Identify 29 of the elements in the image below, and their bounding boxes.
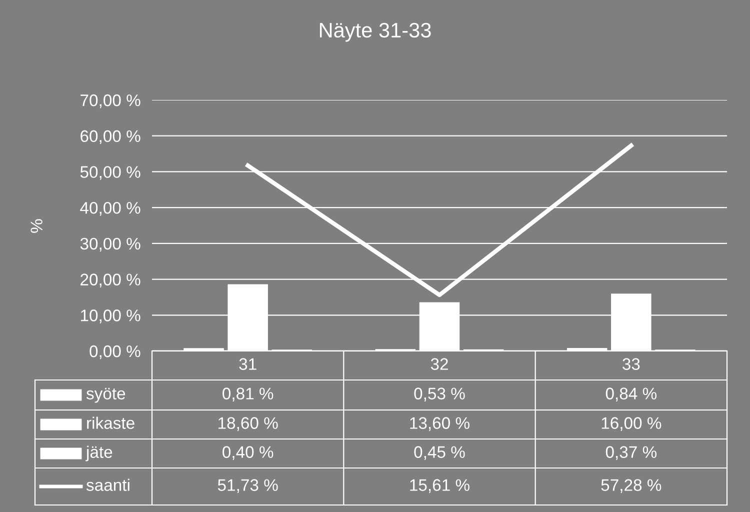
y-tick-label: 60,00 % [80, 130, 140, 144]
y-tick-label: 70,00 % [80, 94, 140, 108]
y-tick-label: 20,00 % [80, 274, 140, 288]
y-tick-label: 40,00 % [80, 202, 140, 216]
x-tick-label: 33 [622, 358, 640, 370]
data-label: 16,00 % [602, 417, 662, 431]
data-label: 51,73 % [218, 479, 278, 493]
y-axis-title: % [30, 219, 42, 233]
x-tick-label: 31 [239, 358, 256, 370]
legend-label: saanti [86, 478, 130, 491]
legend-label: jäte [86, 446, 112, 462]
data-label: 0,81 % [222, 388, 274, 402]
y-tick-label: 50,00 % [80, 166, 140, 180]
legend-label: syöte [86, 388, 126, 403]
data-label: 0,53 % [414, 388, 465, 402]
y-tick-label: 0,00 % [90, 345, 140, 360]
data-label: 0,45 % [414, 446, 465, 460]
data-label: 0,37 % [606, 446, 657, 460]
y-tick-label: 10,00 % [81, 310, 140, 324]
data-label: 18,60 % [218, 417, 278, 431]
legend-label: rikaste [87, 416, 134, 429]
data-label: 13,60 % [410, 417, 470, 431]
x-tick-label: 32 [430, 358, 448, 370]
chart-title: Näyte 31-33 [320, 22, 431, 42]
y-tick-label: 30,00 % [80, 238, 140, 252]
data-label: 57,28 % [601, 479, 662, 493]
data-label: 0,40 % [222, 446, 274, 460]
data-label: 15,61 % [410, 479, 470, 493]
data-label: 0,84 % [606, 388, 657, 402]
